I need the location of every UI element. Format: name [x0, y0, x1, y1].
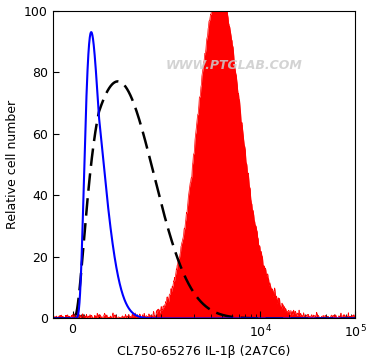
Y-axis label: Relative cell number: Relative cell number	[6, 100, 19, 229]
Text: WWW.PTGLAB.COM: WWW.PTGLAB.COM	[166, 59, 302, 72]
X-axis label: CL750-65276 IL-1β (2A7C6): CL750-65276 IL-1β (2A7C6)	[117, 345, 291, 359]
